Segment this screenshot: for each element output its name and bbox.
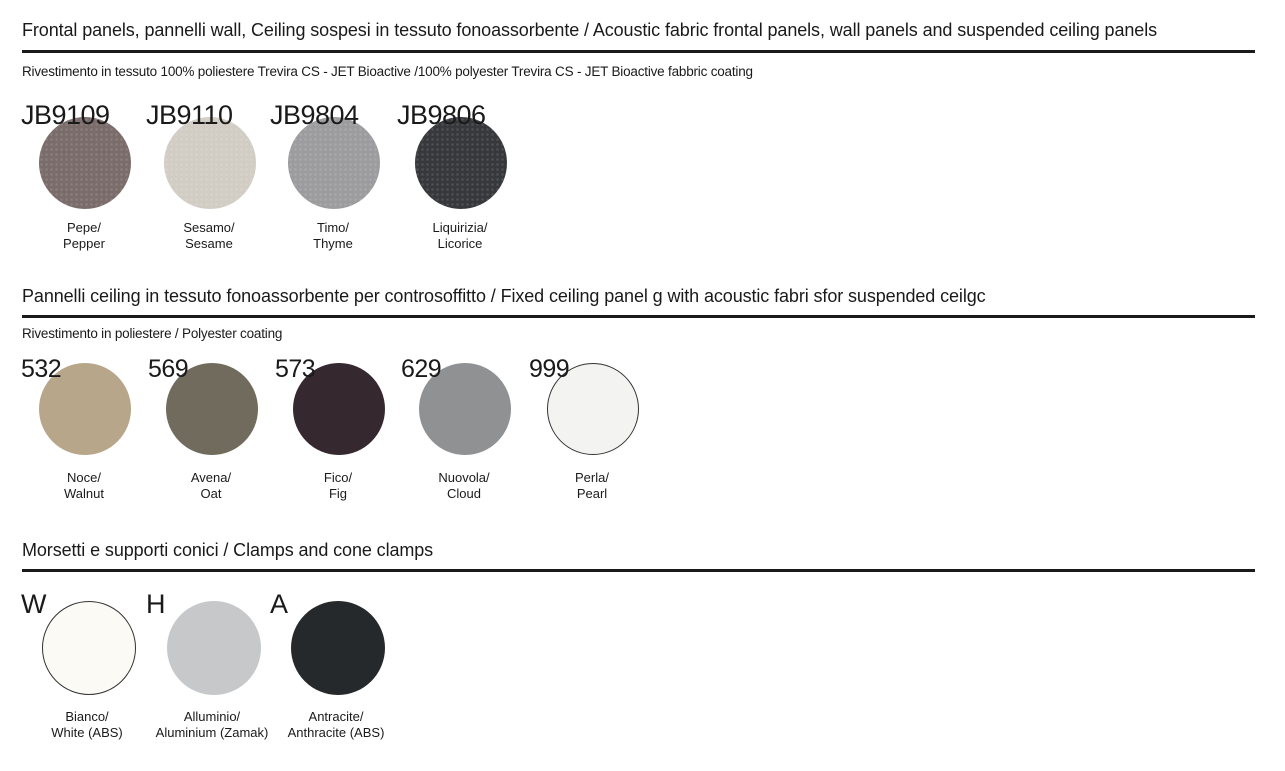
swatch-name-it: Pepe/ [67,220,101,235]
swatch-name-en: Walnut [64,486,104,501]
swatch-name-en: Thyme [313,236,353,251]
swatch-circle [42,601,136,695]
swatch-name-it: Timo/ [316,220,350,235]
color-swatch: H Alluminio/Aluminium (Zamak) [146,589,275,771]
color-swatch: JB9806 Liquirizia/Licorice [397,100,523,287]
swatch-code: 532 [21,355,62,383]
swatch-name-en: Oat [200,486,222,501]
color-swatch: A Antracite/Anthracite (ABS) [270,589,399,771]
swatch-circle [293,363,385,455]
swatch-label: Alluminio/Aluminium (Zamak) [129,709,295,741]
color-swatch: 569 Avena/Oat [148,355,274,533]
color-swatch: JB9109 Pepe/Pepper [21,100,147,287]
swatch-name-it: Antracite/ [308,709,364,724]
swatch-label: Timo/Thyme [250,220,416,252]
swatch-code: JB9804 [270,100,359,130]
swatch-name-it: Perla/ [575,470,609,485]
section-subtitle: Rivestimento in poliestere / Polyester c… [22,326,283,341]
swatch-name-en: Anthracite (ABS) [287,725,385,740]
swatch-circle [288,117,380,209]
color-swatch: W Bianco/White (ABS) [21,589,150,771]
swatch-name-en: Pearl [576,486,608,501]
section-title: Morsetti e supporti conici / Clamps and … [22,540,434,560]
swatch-circle [166,363,258,455]
swatch-circle [39,363,131,455]
swatch-label: Pepe/Pepper [1,220,167,252]
divider [22,50,1255,53]
swatch-name-it: Liquirizia/ [432,220,488,235]
color-swatch: JB9110 Sesamo/Sesame [146,100,272,287]
swatch-name-en: Sesame [185,236,233,251]
section-title: Frontal panels, pannelli wall, Ceiling s… [22,20,1157,40]
swatch-code: JB9110 [146,100,233,130]
swatch-label: Noce/Walnut [1,470,167,502]
swatch-name-en: Aluminium (Zamak) [155,725,269,740]
swatch-name-en: Fig [328,486,348,501]
swatch-code: A [270,589,288,619]
swatch-code: W [21,589,46,619]
swatch-label: Fico/Fig [255,470,421,502]
swatch-name-it: Fico/ [323,470,353,485]
swatch-name-it: Nuovola/ [438,470,490,485]
swatch-label: Bianco/White (ABS) [4,709,170,741]
swatch-label: Liquirizia/Licorice [377,220,543,252]
section-title: Pannelli ceiling in tessuto fonoassorben… [22,286,986,306]
swatch-circle [167,601,261,695]
swatch-label: Sesamo/Sesame [126,220,292,252]
swatch-name-it: Noce/ [67,470,101,485]
swatch-code: 629 [401,355,442,383]
color-swatch: 573 Fico/Fig [275,355,401,533]
color-swatch: 999 Perla/Pearl [529,355,655,533]
swatch-label: Perla/Pearl [509,470,675,502]
swatch-name-en: Cloud [447,486,481,501]
swatch-circle [547,363,639,455]
swatch-circle [164,117,256,209]
swatch-name-en: Pepper [63,236,105,251]
divider [22,569,1255,572]
swatch-circle [419,363,511,455]
swatch-name-it: Sesamo/ [183,220,235,235]
swatch-name-it: Bianco/ [65,709,109,724]
swatch-circle [291,601,385,695]
swatch-label: Nuovola/Cloud [381,470,547,502]
swatch-circle [39,117,131,209]
swatch-code: H [146,589,166,619]
swatch-circle [415,117,507,209]
swatch-label: Antracite/Anthracite (ABS) [253,709,419,741]
swatch-code: 569 [148,355,189,383]
swatch-label: Avena/Oat [128,470,294,502]
swatch-code: JB9806 [397,100,486,130]
color-swatch: JB9804 Timo/Thyme [270,100,396,287]
swatch-code: 573 [275,355,316,383]
swatch-name-it: Avena/ [190,470,232,485]
section-subtitle: Rivestimento in tessuto 100% poliestere … [22,64,753,79]
divider [22,315,1255,318]
swatch-name-en: White (ABS) [51,725,123,740]
color-swatch: 629 Nuovola/Cloud [401,355,527,533]
swatch-name-it: Alluminio/ [183,709,241,724]
swatch-code: 999 [529,355,570,383]
swatch-name-en: Licorice [437,236,483,251]
color-swatch: 532 Noce/Walnut [21,355,147,533]
swatch-code: JB9109 [21,100,110,130]
